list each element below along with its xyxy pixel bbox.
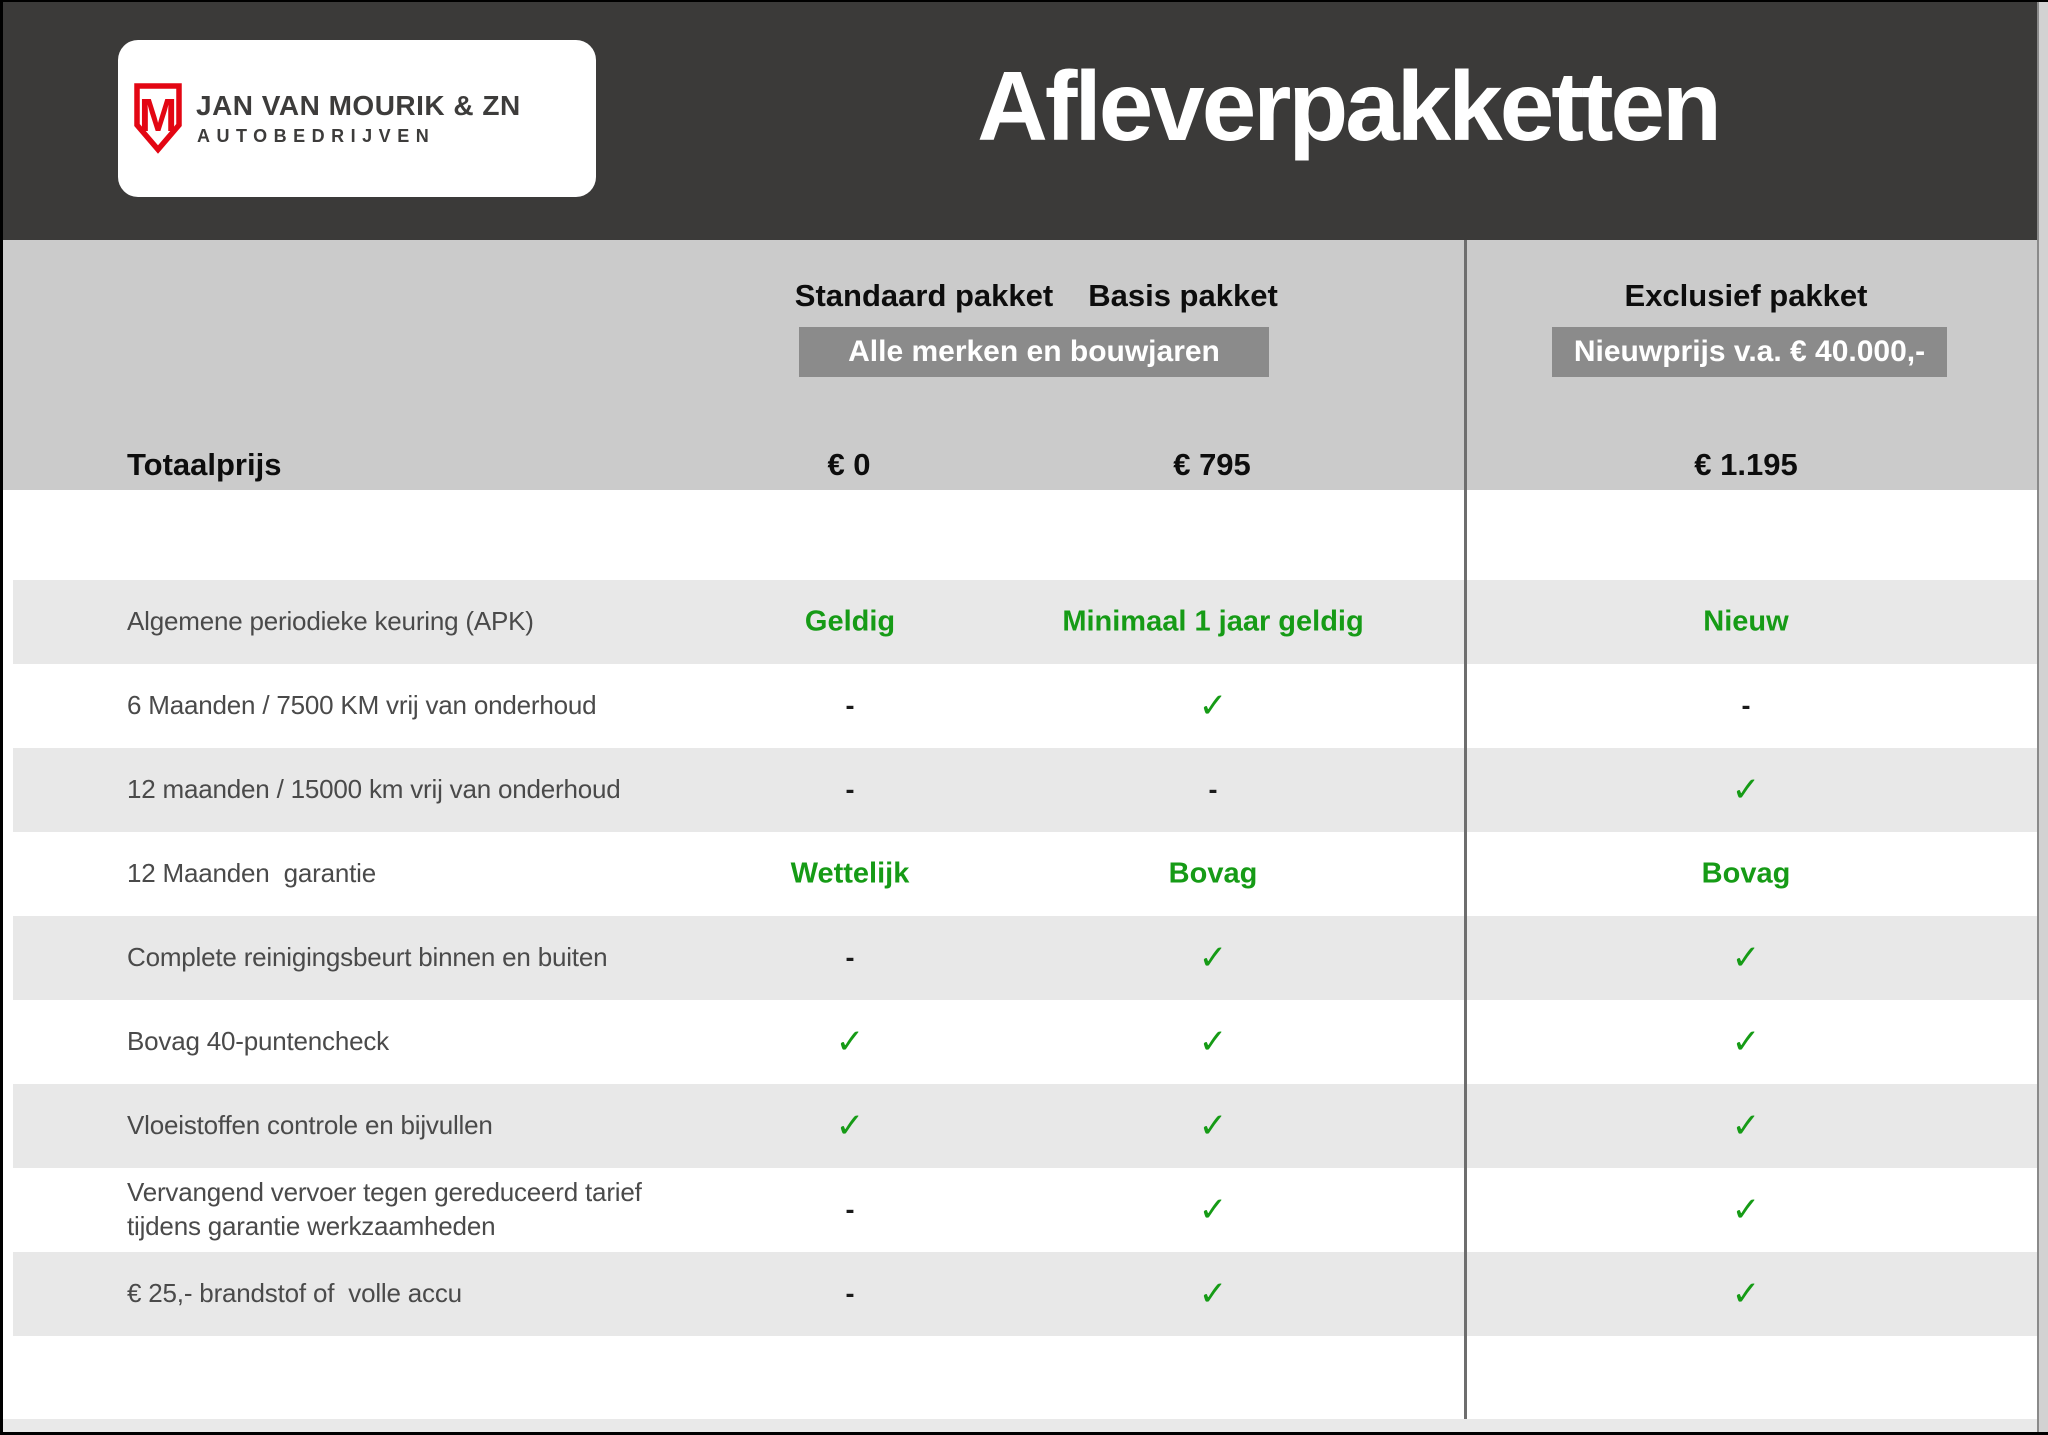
check-icon: ✓ [1731,1275,1761,1313]
company-logo: M JAN VAN MOURIK & ZN AUTOBEDRIJVEN [118,40,596,197]
feature-value: Wettelijk [790,857,910,890]
row-label: Complete reinigingsbeurt binnen en buite… [127,942,608,973]
table-row: 12 maanden / 15000 km vrij van onderhoud… [13,748,2037,832]
check-icon: ✓ [1731,1191,1761,1229]
dash-icon: - [845,774,855,805]
row-label: 12 Maanden garantie [127,858,376,889]
check-icon: ✓ [1198,1107,1228,1145]
row-label: Vloeistoffen controle en bijvullen [127,1110,493,1141]
window-border-left [0,0,3,1435]
bottom-scrollbar-track[interactable] [3,1419,2037,1432]
row-label: 6 Maanden / 7500 KM vrij van onderhoud [127,690,597,721]
table-row: Complete reinigingsbeurt binnen en buite… [13,916,2037,1000]
company-name: JAN VAN MOURIK & ZN [196,90,521,121]
feature-table: Algemene periodieke keuring (APK) Geldig M… [13,580,2037,1336]
dash-icon: - [845,1194,855,1225]
badge-new-price: Nieuwprijs v.a. € 40.000,- [1552,327,1947,377]
column-divider [1464,240,1467,1419]
feature-value: Minimaal 1 jaar geldig [1062,605,1364,638]
shield-m-icon: M [134,83,182,154]
feature-value: Bovag [1168,857,1258,890]
dash-icon: - [1208,774,1218,805]
dash-icon: - [1741,690,1751,721]
check-icon: ✓ [1198,1275,1228,1313]
total-standaard: € 0 [827,447,871,482]
column-header-basis: Basis pakket [1088,278,1278,313]
table-row: Vervangend vervoer tegen gereduceerd tar… [13,1168,2037,1252]
row-label: € 25,- brandstof of volle accu [127,1278,462,1309]
window-border-top [0,0,2048,2]
row-label: Bovag 40-puntencheck [127,1026,389,1057]
check-icon: ✓ [1731,1107,1761,1145]
check-icon: ✓ [1731,939,1761,977]
row-label: 12 maanden / 15000 km vrij van onderhoud [127,774,621,805]
row-label: Vervangend vervoer tegen gereduceerd tar… [127,1177,642,1241]
check-icon: ✓ [835,1023,865,1061]
page-title: Afleverpakketten [977,51,1722,161]
check-icon: ✓ [1198,687,1228,725]
check-icon: ✓ [1198,1023,1228,1061]
feature-value: Geldig [804,605,896,638]
table-row: Bovag 40-puntencheck ✓ ✓ ✓ [13,1000,2037,1084]
masthead: M JAN VAN MOURIK & ZN AUTOBEDRIJVEN Afle… [3,2,2037,240]
right-scrollbar-track[interactable] [2039,2,2048,1432]
table-row: € 25,- brandstof of volle accu - ✓ ✓ [13,1252,2037,1336]
check-icon: ✓ [1731,1023,1761,1061]
table-row: Algemene periodieke keuring (APK) Geldig M… [13,580,2037,664]
check-icon: ✓ [1198,939,1228,977]
table-row: 6 Maanden / 7500 KM vrij van onderhoud - ✓… [13,664,2037,748]
dash-icon: - [845,942,855,973]
check-icon: ✓ [1198,1191,1228,1229]
column-header-exclusief: Exclusief pakket [1624,278,1868,313]
table-row: 12 Maanden garantie Wettelijk Bovag Bovag [13,832,2037,916]
feature-value: Bovag [1701,857,1791,890]
dash-icon: - [845,690,855,721]
row-label: Algemene periodieke keuring (APK) [127,606,534,637]
scrollbar-border [2037,2,2039,1432]
totals-label: Totaalprijs [127,447,282,482]
column-header-standaard: Standaard pakket [794,278,1054,313]
company-subtitle: AUTOBEDRIJVEN [197,126,436,146]
badge-all-brands: Alle merken en bouwjaren [799,327,1269,377]
table-row: Vloeistoffen controle en bijvullen ✓ ✓ ✓ [13,1084,2037,1168]
window-border-bottom [0,1432,2048,1435]
total-exclusief: € 1.195 [1694,447,1798,482]
dash-icon: - [845,1278,855,1309]
check-icon: ✓ [835,1107,865,1145]
feature-value: Nieuw [1703,605,1789,638]
check-icon: ✓ [1731,771,1761,809]
svg-text:M: M [139,89,177,141]
total-basis: € 795 [1173,447,1251,482]
